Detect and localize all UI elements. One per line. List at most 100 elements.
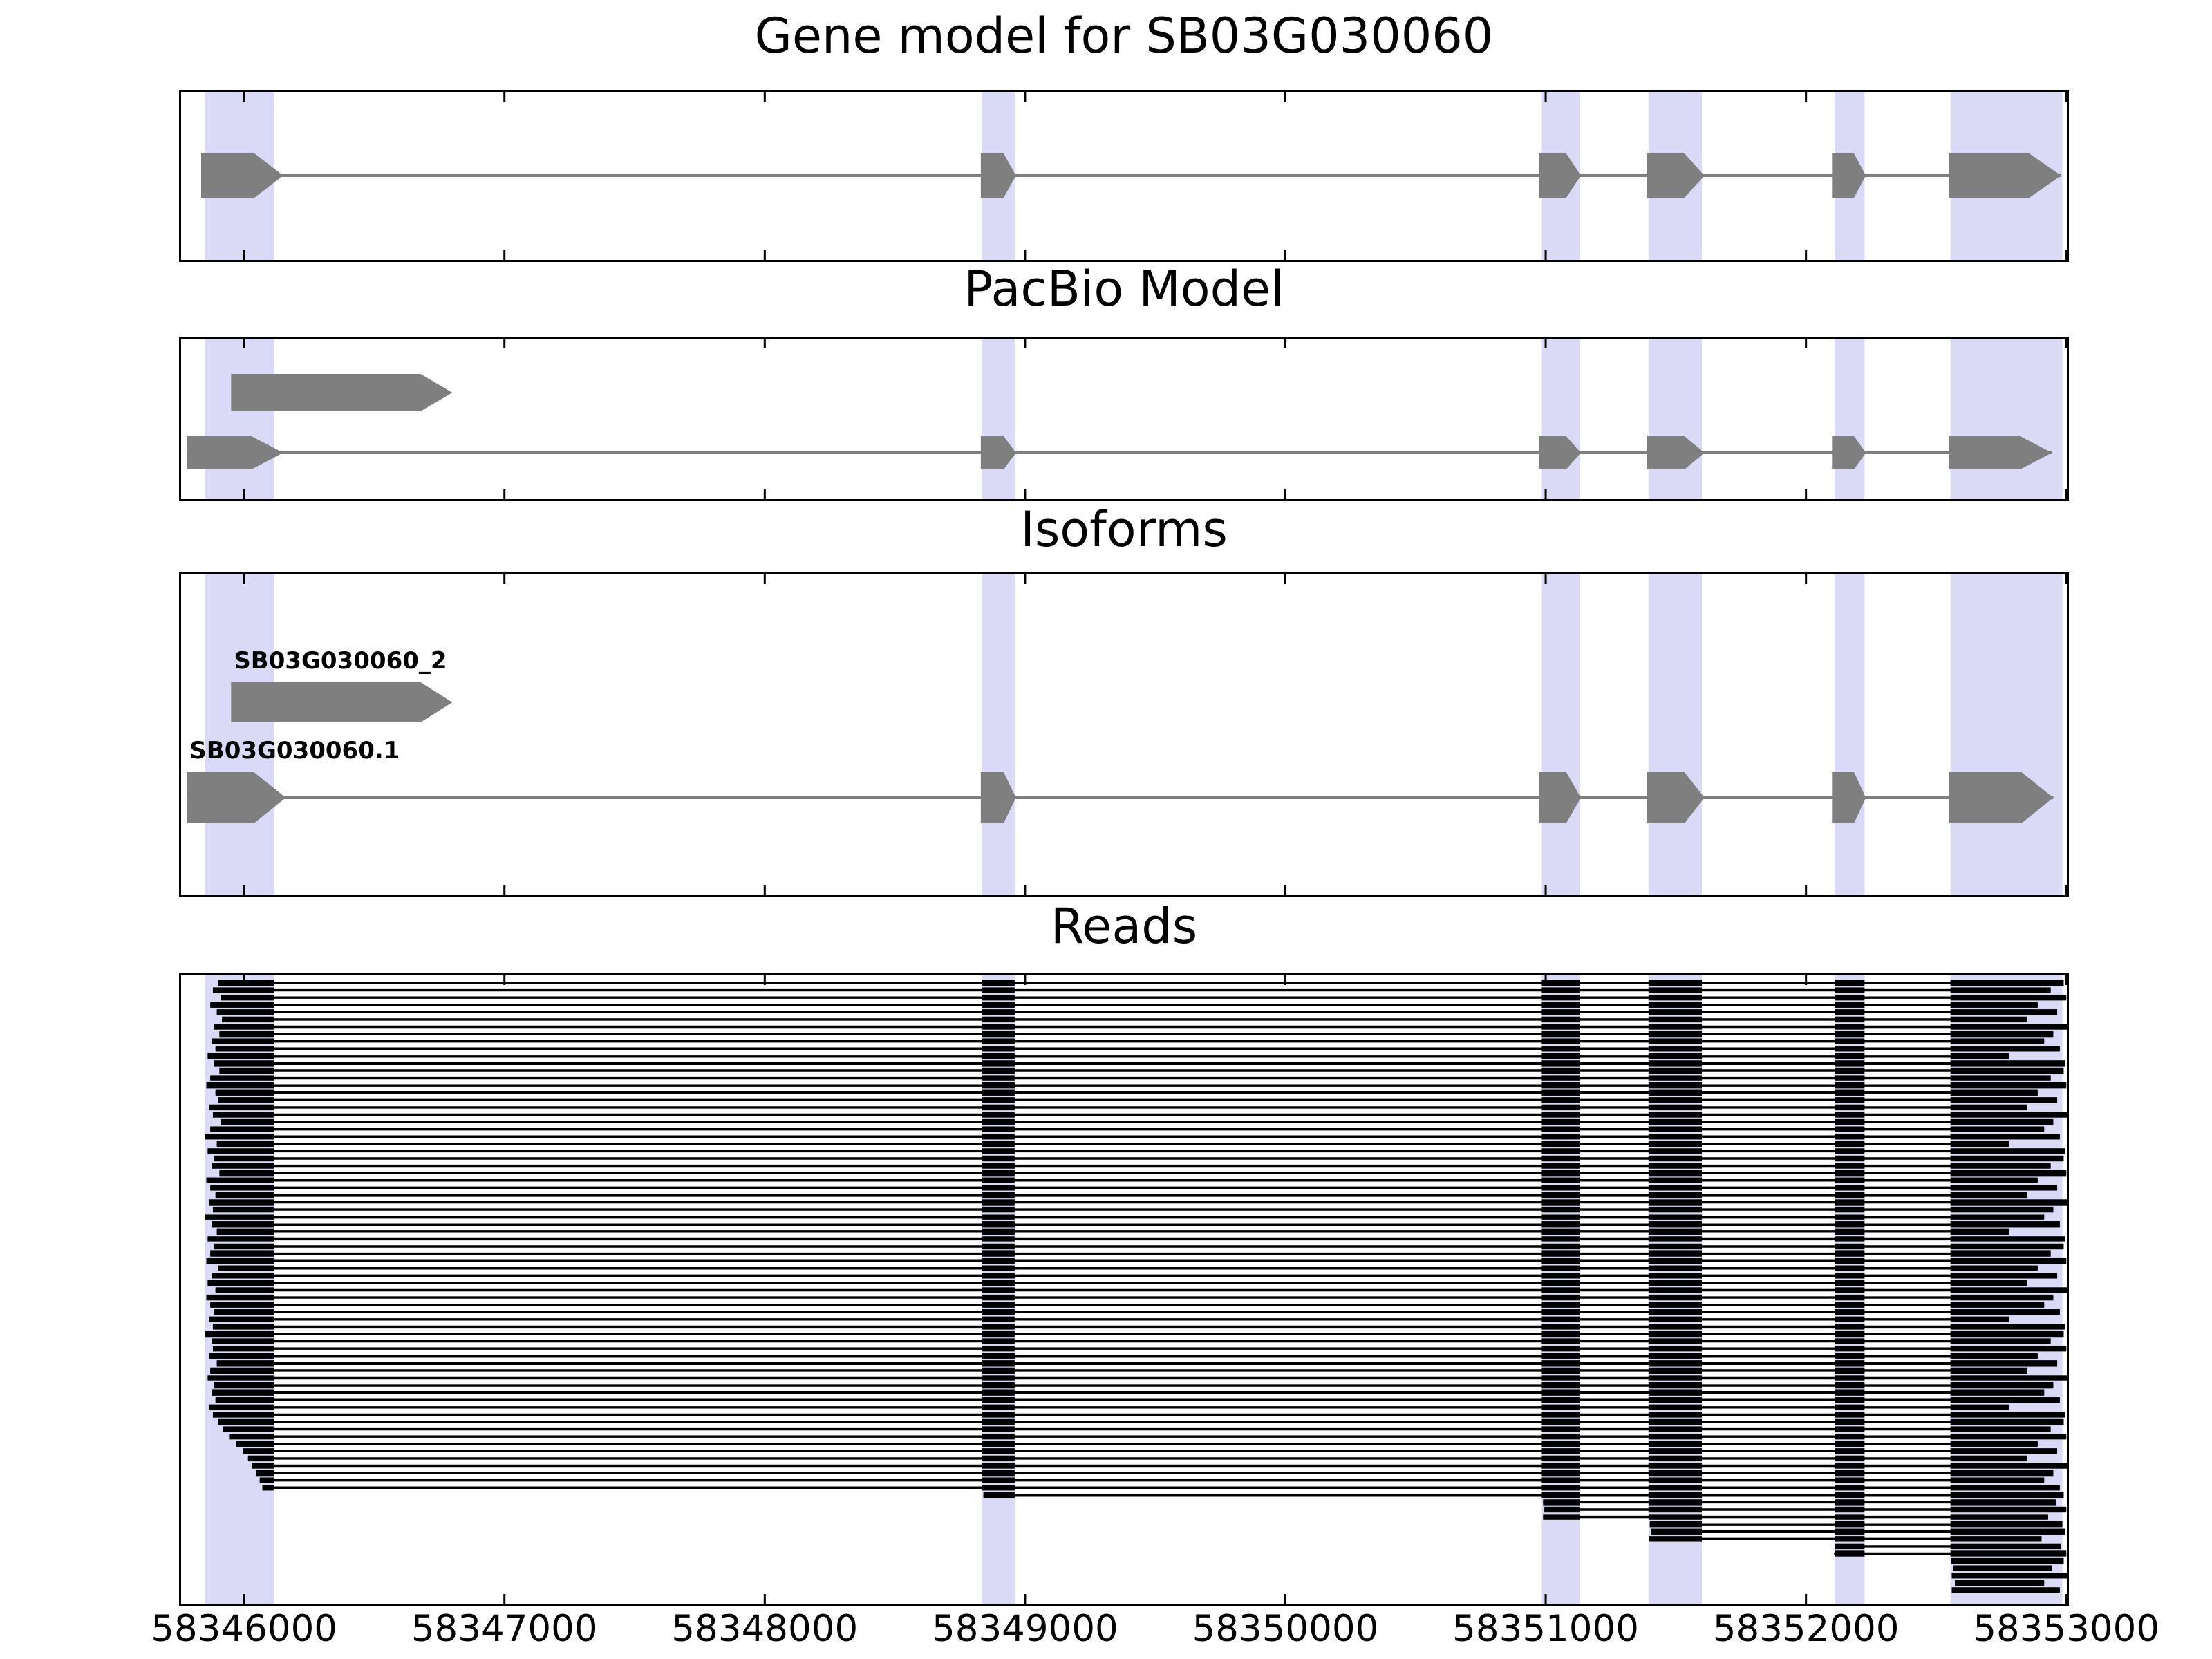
- read-exon-block: [1835, 1134, 1865, 1140]
- read-exon-block: [212, 1338, 274, 1344]
- read-exon-block: [1835, 1009, 1865, 1015]
- read-exon-block: [1648, 1038, 1703, 1044]
- read-exon-block: [1648, 1382, 1703, 1389]
- read-exon-block: [1950, 980, 2064, 986]
- isoform-label: SB03G030060_2: [234, 647, 447, 675]
- read-exon-block: [1835, 1192, 1865, 1199]
- exon-highlight-band: [1950, 572, 2063, 897]
- read-exon-block: [1835, 1118, 1865, 1125]
- read-exon-block: [209, 1316, 274, 1323]
- read-exon-block: [214, 1024, 274, 1030]
- read-exon-block: [215, 1046, 274, 1052]
- read-exon-block: [1648, 1499, 1703, 1506]
- read-exon-block: [1541, 1046, 1580, 1052]
- read-exon-block: [1950, 1463, 2068, 1469]
- read-exon-block: [1835, 1543, 1865, 1550]
- read-exon-block: [214, 1155, 274, 1162]
- read-exon-block: [1648, 1170, 1703, 1177]
- read-exon-block: [236, 1441, 274, 1447]
- read-exon-block: [207, 1280, 274, 1286]
- read-exon-block: [1648, 1141, 1703, 1147]
- read-exon-block: [1541, 1412, 1580, 1418]
- read-exon-block: [1955, 1580, 2045, 1586]
- read-exon-block: [1950, 1104, 2027, 1111]
- read-exon-block: [982, 1053, 1015, 1060]
- exon-arrow: [1949, 772, 2054, 823]
- read-exon-block: [1648, 1441, 1703, 1447]
- read-exon-block: [212, 1389, 274, 1396]
- panel-border: [179, 90, 2069, 262]
- panel-title-gene-model: Gene model for SB03G030060: [754, 8, 1494, 64]
- read-exon-block: [212, 987, 274, 993]
- read-exon-block: [982, 1009, 1015, 1015]
- read-exon-block: [982, 1316, 1015, 1323]
- read-exon-block: [1541, 1389, 1580, 1396]
- read-exon-block: [1648, 1104, 1703, 1111]
- read-exon-block: [1835, 1528, 1865, 1535]
- read-exon-block: [1541, 1338, 1580, 1344]
- read-exon-block: [982, 1257, 1015, 1264]
- read-exon-block: [982, 1265, 1015, 1271]
- read-exon-block: [1648, 1089, 1703, 1096]
- read-exon-block: [982, 1404, 1015, 1411]
- read-exon-block: [1541, 1448, 1580, 1454]
- read-exon-block: [1543, 1499, 1580, 1506]
- read-exon-block: [982, 1104, 1015, 1111]
- read-exon-block: [1648, 1331, 1703, 1338]
- read-exon-block: [982, 1280, 1015, 1286]
- read-exon-block: [1648, 1309, 1703, 1315]
- read-exon-block: [982, 1199, 1015, 1206]
- read-exon-block: [209, 1404, 274, 1411]
- read-exon-block: [1950, 1097, 2058, 1103]
- read-exon-block: [1950, 1528, 2065, 1535]
- read-exon-block: [205, 1134, 274, 1140]
- read-exon-block: [1648, 1126, 1703, 1132]
- read-exon-block: [982, 1309, 1015, 1315]
- read-exon-block: [1835, 1331, 1865, 1338]
- read-exon-block: [1541, 1170, 1580, 1177]
- pacbio-model-track: [179, 337, 2069, 501]
- read-exon-block: [212, 1345, 274, 1352]
- read-exon-block: [209, 1104, 274, 1111]
- exon-arrow: [231, 682, 453, 722]
- read-exon-block: [1648, 1155, 1703, 1162]
- read-exon-block: [982, 1448, 1015, 1454]
- panel-border: [179, 973, 2069, 1606]
- read-exon-block: [210, 1126, 274, 1132]
- read-exon-block: [1541, 1082, 1580, 1089]
- read-exon-block: [223, 1426, 274, 1432]
- read-exon-block: [1541, 1002, 1580, 1008]
- read-exon-block: [982, 1185, 1015, 1191]
- read-exon-block: [1835, 994, 1865, 1001]
- read-exon-block: [1835, 1418, 1865, 1425]
- read-exon-block: [221, 1118, 274, 1125]
- read-exon-block: [1541, 1243, 1580, 1250]
- read-exon-block: [1541, 1206, 1580, 1213]
- read-exon-block: [1835, 1316, 1865, 1323]
- read-exon-block: [1950, 1506, 2067, 1513]
- read-exon-block: [1541, 1324, 1580, 1330]
- read-exon-block: [1541, 1112, 1580, 1118]
- read-exon-block: [1950, 1250, 2051, 1257]
- read-exon-block: [1835, 1053, 1865, 1060]
- read-exon-block: [1950, 1016, 2027, 1023]
- read-exon-block: [1648, 1031, 1703, 1038]
- read-exon-block: [205, 1331, 274, 1338]
- read-exon-block: [1835, 1236, 1865, 1242]
- read-exon-block: [982, 1163, 1015, 1169]
- read-exon-block: [982, 980, 1015, 986]
- read-exon-block: [1835, 1302, 1865, 1308]
- read-exon-block: [1649, 1536, 1703, 1542]
- read-exon-block: [215, 1397, 274, 1403]
- read-exon-block: [982, 1477, 1015, 1483]
- read-exon-block: [982, 1418, 1015, 1425]
- read-exon-block: [982, 1126, 1015, 1132]
- read-exon-block: [221, 994, 274, 1001]
- read-exon-block: [1648, 1485, 1703, 1491]
- read-exon-block: [1648, 1463, 1703, 1469]
- read-exon-block: [982, 1089, 1015, 1096]
- read-exon-block: [1950, 1492, 2064, 1499]
- read-exon-block: [1541, 1455, 1580, 1462]
- read-exon-block: [215, 1089, 274, 1096]
- read-exon-block: [1541, 1331, 1580, 1338]
